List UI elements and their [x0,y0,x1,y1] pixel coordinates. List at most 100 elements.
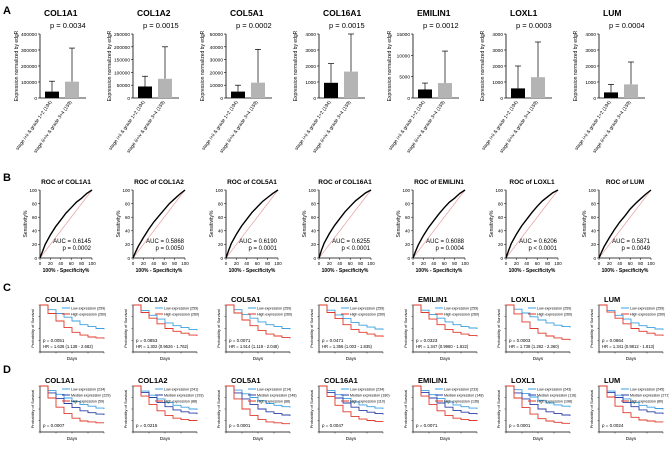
x-tick-label: 0 [39,261,42,266]
x-tick-label: 20 [514,261,520,266]
y-axis-label: Expression normalized by edgR [14,30,20,101]
y-tick-label: 4000 [305,32,316,38]
chart-title: COL5A1 [231,295,261,304]
chart-title: COL1A2 [138,295,168,304]
survival-curve-low [226,385,291,408]
x-tick-label: 100 [367,261,375,266]
km-chart-d-1: COL1A1 Probability of Survival Days Low exp… [30,376,111,441]
x-tick-label: stage i+ii & grade 1+2 (194) [574,99,613,151]
survival-curve-median [226,385,291,416]
legend-entry: Median expression (116) [537,394,576,398]
legend-entry: Low expression (214) [257,388,291,392]
x-tick-label: 40 [617,261,623,266]
y-tick-label: 20 [218,242,224,247]
y-tick-label: 300000 [21,48,37,54]
p-label: p = 0.0047 [322,423,344,428]
p-value: p = 0.0012 [423,21,459,30]
y-tick-label: 100000 [21,80,37,86]
x-tick-label: stage iii+iv & grade 3+4 (159) [406,99,447,154]
roc-curve [412,189,466,259]
x-axis-label: 100% - Specificity% [416,268,463,274]
legend-entry: High expression (260) [164,313,199,317]
panel-label-c: C [3,282,11,294]
km-chart-c-7: LUM Probability of Survival Days Low expres… [589,295,665,361]
auc-label: AUC = 0.5871 [612,239,651,245]
p-label: p = 0.0071 [416,423,438,428]
x-tick-label: 20 [141,261,147,266]
chart-title: LUM [604,376,620,385]
x-tick-label: stage i+ii & grade 1+2 (194) [108,99,147,151]
legend-entry: High expression (110) [350,400,385,404]
survival-curve-low [226,304,291,330]
survival-curve-median [413,385,478,415]
x-tick-label: stage i+ii & grade 1+2 (194) [481,99,520,151]
p-label: p = 0.0002 [62,246,91,252]
survival-curve-high [226,304,291,339]
x-tick-label: 80 [79,261,85,266]
km-chart-d-4: COL16A1 Probability of Survival Days Low ex… [309,376,390,441]
y-tick-label: 60 [311,215,317,220]
y-tick-label: 2000 [305,64,316,70]
x-tick-label: 80 [265,261,271,266]
legend-entry: Median expression (148) [444,394,484,398]
y-tick-label: 20 [32,242,38,247]
survival-curve-median [319,385,384,415]
survival-curve-low [413,304,478,329]
km-chart-d-7: LUM Probability of Survival Days Low expres… [589,376,669,441]
bar-chart-emilin1: EMILIN1 p = 0.0012 0 5000 10000 15000 Expressi… [387,8,459,154]
bar [418,89,432,98]
y-tick-label: 0 [593,256,596,261]
y-tick-label: 80 [498,201,504,206]
y-tick-label: 250000 [114,32,130,38]
legend-entry: Low expression (259) [537,307,571,311]
hr-label: HR = 1.302 (0.9626 - 1.762) [136,344,189,349]
y-tick-label: 100 [29,188,37,193]
x-tick-label: stage iii+iv & grade 3+4 (159) [219,99,260,154]
km-chart-c-5: EMILIN1 Probability of Survival Days Low ex… [403,295,479,361]
chart-title: LOXL1 [510,8,538,18]
x-tick-label: 60 [535,261,541,266]
survival-curve-high [40,304,105,339]
p-label: p = 0.0001 [509,423,531,428]
p-label: p = 0.0049 [621,246,650,252]
survival-curve-high [599,385,664,423]
y-tick-label: 0 [593,96,596,102]
x-tick-label: 0 [318,261,321,266]
y-axis-label: Sensitivity% [489,210,495,238]
x-tick-label: 40 [58,261,64,266]
x-tick-label: 40 [244,261,250,266]
legend-entry: High expression (198) [537,400,572,404]
y-axis-label: Sensitivity% [396,210,402,238]
y-tick-label: 60 [218,215,224,220]
x-axis-label: Days [626,436,637,441]
y-axis-label: Probability of Survival [403,390,408,429]
chart-title: LOXL1 [511,295,535,304]
y-tick-label: 40 [32,229,38,234]
survival-curve-median [40,385,105,415]
x-tick-label: 40 [337,261,343,266]
x-axis-label: Days [440,436,451,441]
x-tick-label: 80 [545,261,551,266]
x-tick-label: 60 [628,261,634,266]
p-value: p = 0.0004 [609,21,645,30]
km-chart-c-4: COL16A1 Probability of Survival Days Low ex… [309,295,385,361]
y-tick-label: 2000 [585,64,596,70]
legend-entry: Low expression (234) [71,388,105,392]
y-tick-label: 10000 [397,53,411,59]
x-axis-label: Days [253,436,264,441]
y-tick-label: 80 [311,201,317,206]
legend-entry: Low expression (241) [164,388,198,392]
y-tick-label: 80 [125,201,131,206]
p-label: p = 0.0024 [602,423,624,428]
y-tick-label: 200000 [21,64,37,70]
x-tick-label: 20 [48,261,54,266]
survival-curve-high [133,304,198,336]
y-tick-label: 40 [498,229,504,234]
legend-entry: High expression (260) [630,313,665,317]
roc-curve [598,189,652,259]
chart-title: ROC of LOXL1 [509,179,555,186]
p-label: p = 0.0323 [416,338,438,343]
km-chart-c-2: COL1A2 Probability of Survival Days Low exp… [123,295,199,361]
y-axis-label: Sensitivity% [23,210,29,238]
